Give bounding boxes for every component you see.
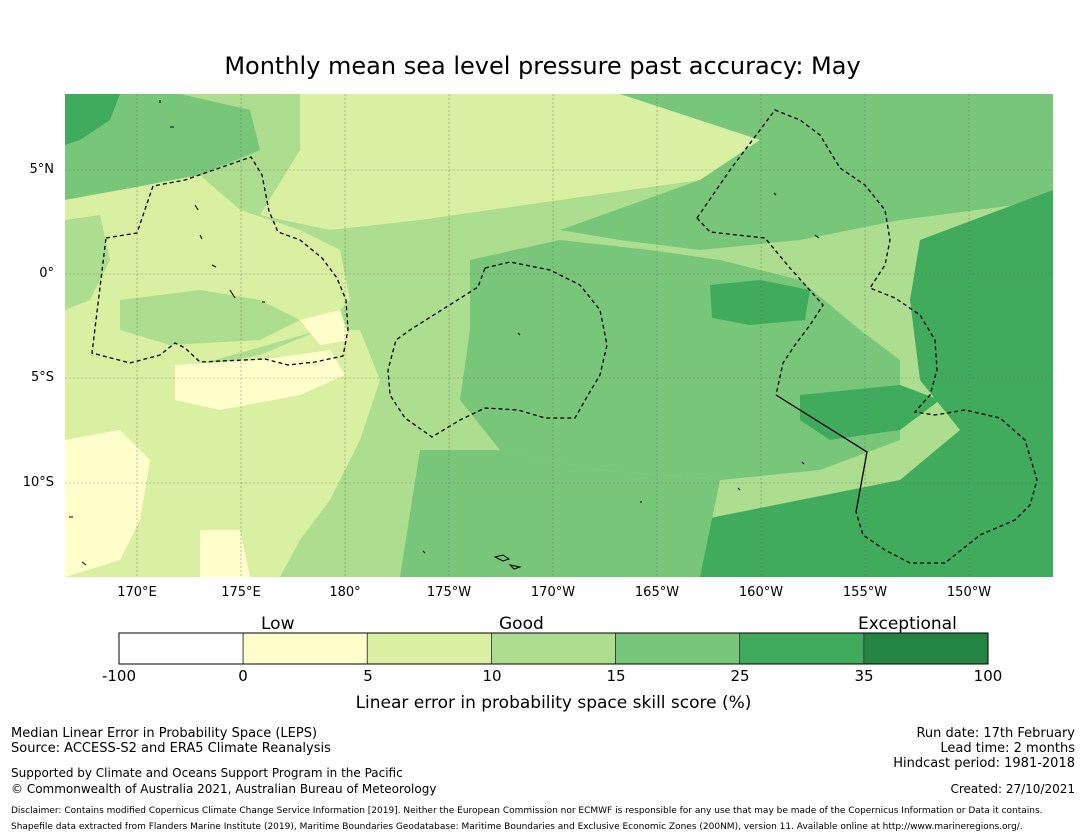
colorbar-segment-5 [739, 632, 865, 665]
lon-label-170w: 170°W [530, 585, 576, 600]
graticule [65, 94, 1053, 577]
field-region-west-mid [120, 290, 300, 345]
colorbar-tick-100: 100 [973, 667, 1003, 685]
colorbar-segment-0 [118, 632, 244, 665]
field-region-patch [710, 280, 810, 325]
colorbar [118, 632, 989, 665]
lon-label-170e: 170°E [117, 585, 157, 600]
field-region-sw-pale1 [175, 350, 345, 410]
field-region-nw [65, 94, 260, 200]
colorbar-segment-2 [366, 632, 492, 665]
lon-label-180: 180° [329, 585, 361, 600]
field-region-patch2 [800, 385, 940, 440]
colorbar-segment-4 [615, 632, 741, 665]
lon-label-175w: 175°W [426, 585, 472, 600]
lat-label-5n: 5°N [29, 162, 55, 177]
run-date: Run date: 17th February [916, 726, 1075, 741]
field-region-sw-pale2 [300, 310, 350, 345]
lon-label-160w: 160°W [738, 585, 784, 600]
field-region-sw-pale3 [65, 430, 150, 577]
category-exceptional: Exceptional [858, 614, 957, 634]
hindcast-period: Hindcast period: 1981-2018 [893, 756, 1075, 771]
disclaimer-copernicus: Disclaimer: Contains modified Copernicus… [11, 806, 1043, 816]
field-region-sw-pale4 [200, 530, 250, 577]
solid-boundary [775, 394, 868, 513]
colorbar-tick-neg100: -100 [101, 667, 137, 685]
field-region-west-edge [65, 215, 110, 310]
data-source: Source: ACCESS-S2 and ERA5 Climate Reana… [11, 741, 331, 756]
colorbar-tick-10: 10 [482, 667, 502, 685]
field-region-north-light [260, 94, 760, 230]
lat-label-10s: 10°S [22, 475, 54, 490]
colorbar-tick-5: 5 [363, 667, 373, 685]
created-date: Created: 27/10/2021 [950, 782, 1075, 796]
lat-label-0: 0° [39, 266, 54, 281]
eez-inner [696, 217, 824, 396]
field-region-south [400, 450, 720, 577]
support-program: Supported by Climate and Oceans Support … [11, 766, 403, 780]
leps-description: Median Linear Error in Probability Space… [11, 726, 318, 741]
colorbar-tick-0: 0 [238, 667, 248, 685]
colorbar-label: Linear error in probability space skill … [355, 693, 752, 713]
colorbar-segment-6 [863, 632, 989, 665]
colorbar-segment-1 [242, 632, 368, 665]
colorbar-tick-35: 35 [854, 667, 874, 685]
colorbar-tick-25: 25 [730, 667, 750, 685]
lat-label-5s: 5°S [30, 370, 54, 385]
colorbar-frame [118, 632, 989, 665]
copyright: © Commonwealth of Australia 2021, Austra… [11, 782, 437, 796]
colorbar-segment-3 [491, 632, 616, 665]
eez-tokelau [387, 261, 608, 438]
lon-label-165w: 165°W [634, 585, 680, 600]
category-low: Low [261, 614, 295, 634]
colorbar-tick-15: 15 [606, 667, 626, 685]
map-title: Monthly mean sea level pressure past acc… [224, 52, 861, 80]
eez-tuvalu [91, 156, 349, 366]
lon-label-150w: 150°W [946, 585, 992, 600]
islands [69, 100, 820, 570]
skill-map [65, 94, 1053, 577]
category-good: Good [499, 614, 544, 634]
eez-cook [696, 109, 1038, 564]
lon-label-155w: 155°W [842, 585, 888, 600]
lead-time: Lead time: 2 months [940, 741, 1075, 756]
skill-field [65, 94, 1053, 577]
field-region-east [700, 190, 1053, 577]
field-region-nw-dark [65, 94, 120, 145]
field-region-ne [560, 94, 1053, 250]
eez-boundaries [91, 109, 1038, 564]
lon-label-175e: 175°E [221, 585, 261, 600]
disclaimer-shapefile: Shapefile data extracted from Flanders M… [11, 822, 1023, 832]
